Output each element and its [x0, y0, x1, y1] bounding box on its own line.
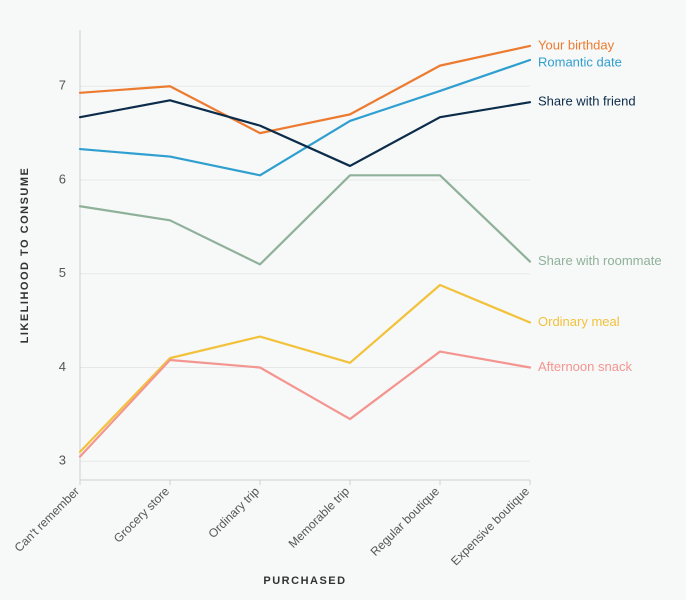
series-label: Your birthday	[538, 37, 615, 52]
y-tick-label: 7	[59, 78, 66, 93]
x-axis-title: PURCHASED	[263, 575, 346, 587]
y-axis-title: LIKELIHOOD TO CONSUME	[19, 167, 31, 344]
y-tick-label: 6	[59, 171, 66, 186]
series-label: Romantic date	[538, 54, 622, 69]
series-label: Share with roommate	[538, 253, 662, 268]
y-tick-label: 4	[59, 359, 66, 374]
series-label: Ordinary meal	[538, 314, 620, 329]
series-label: Share with friend	[538, 94, 636, 109]
likelihood-chart: 34567Can't rememberGrocery storeOrdinary…	[0, 0, 686, 600]
chart-svg: 34567Can't rememberGrocery storeOrdinary…	[0, 0, 686, 600]
series-label: Afternoon snack	[538, 359, 632, 374]
chart-background	[0, 0, 686, 600]
y-tick-label: 5	[59, 265, 66, 280]
y-tick-label: 3	[59, 453, 66, 468]
